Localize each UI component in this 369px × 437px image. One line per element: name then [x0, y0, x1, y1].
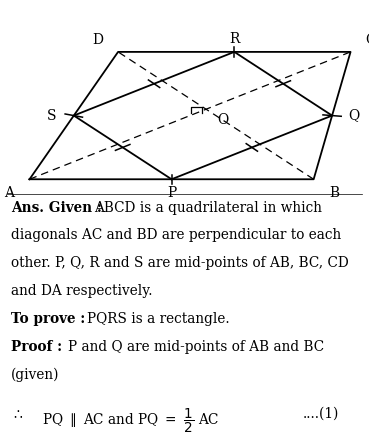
Text: A: A [4, 186, 14, 200]
Text: $\therefore$: $\therefore$ [11, 407, 24, 421]
Text: PQ $\parallel$ AC and PQ $=$ $\dfrac{1}{2}$ AC: PQ $\parallel$ AC and PQ $=$ $\dfrac{1}{… [42, 407, 220, 435]
Text: Q: Q [349, 108, 360, 122]
Text: ABCD is a quadrilateral in which: ABCD is a quadrilateral in which [94, 201, 322, 215]
Text: To prove :: To prove : [11, 312, 85, 326]
Text: Proof :: Proof : [11, 340, 62, 354]
Text: diagonals AC and BD are perpendicular to each: diagonals AC and BD are perpendicular to… [11, 229, 341, 243]
Text: S: S [47, 108, 56, 122]
Text: ....(1): ....(1) [303, 407, 339, 421]
Text: and DA respectively.: and DA respectively. [11, 284, 152, 298]
Text: D: D [92, 34, 103, 48]
Text: B: B [329, 186, 339, 200]
Text: other. P, Q, R and S are mid-points of AB, BC, CD: other. P, Q, R and S are mid-points of A… [11, 257, 349, 271]
Text: O: O [217, 113, 228, 127]
Text: Ans. Given :: Ans. Given : [11, 201, 102, 215]
Text: P and Q are mid-points of AB and BC: P and Q are mid-points of AB and BC [68, 340, 324, 354]
Text: C: C [366, 34, 369, 48]
Text: P: P [167, 186, 176, 200]
Text: PQRS is a rectangle.: PQRS is a rectangle. [87, 312, 230, 326]
Text: (given): (given) [11, 368, 59, 382]
Text: R: R [229, 31, 239, 45]
